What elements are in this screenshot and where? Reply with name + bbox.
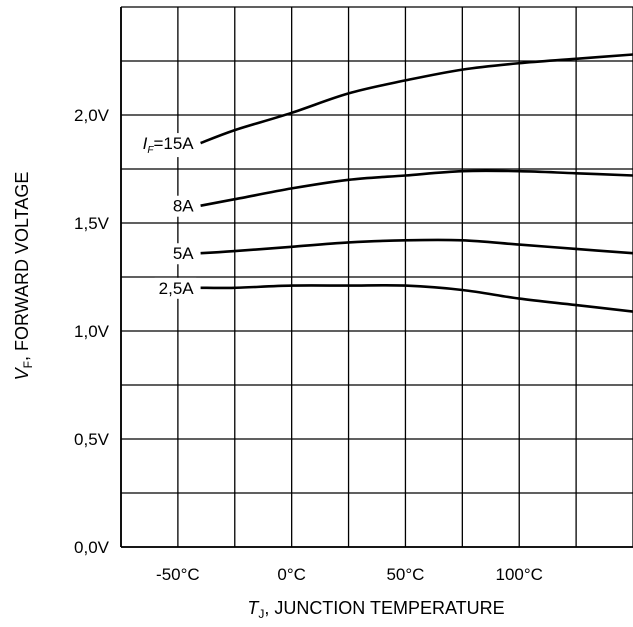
y-tick-label: 0,0V	[74, 538, 110, 557]
series-line	[200, 283, 633, 313]
curves: IF=15A 8A 5A 2,5A	[138, 53, 633, 313]
series-label: 5A	[173, 244, 194, 263]
x-tick-label: -50°C	[156, 565, 200, 584]
series-label-background	[168, 243, 197, 265]
series-label-background	[154, 277, 197, 299]
series-line	[200, 53, 633, 145]
series-line	[200, 238, 633, 255]
series-label: 8A	[173, 197, 194, 216]
x-tick-label: 50°C	[386, 565, 424, 584]
tick-labels: -50°C 0°C 50°C 100°C 0,0V 0,5V 1,0V 1,5V 2,0V	[74, 106, 543, 584]
y-tick-label: 2,0V	[74, 106, 110, 125]
y-tick-label: 0,5V	[74, 430, 110, 449]
x-tick-label: 0°C	[277, 565, 306, 584]
y-axis-label: VF, FORWARD VOLTAGE	[12, 172, 35, 381]
y-tick-label: 1,5V	[74, 214, 110, 233]
series-label: IF=15A	[143, 134, 195, 156]
x-axis-label: TJ, JUNCTION TEMPERATURE	[247, 598, 504, 621]
series-label: 2,5A	[159, 279, 195, 298]
series-line	[200, 169, 633, 207]
series-label-background	[168, 195, 197, 217]
y-tick-label: 1,0V	[74, 322, 110, 341]
grid	[120, 6, 633, 548]
x-tick-label: 100°C	[495, 565, 542, 584]
series-label-background	[138, 133, 197, 158]
